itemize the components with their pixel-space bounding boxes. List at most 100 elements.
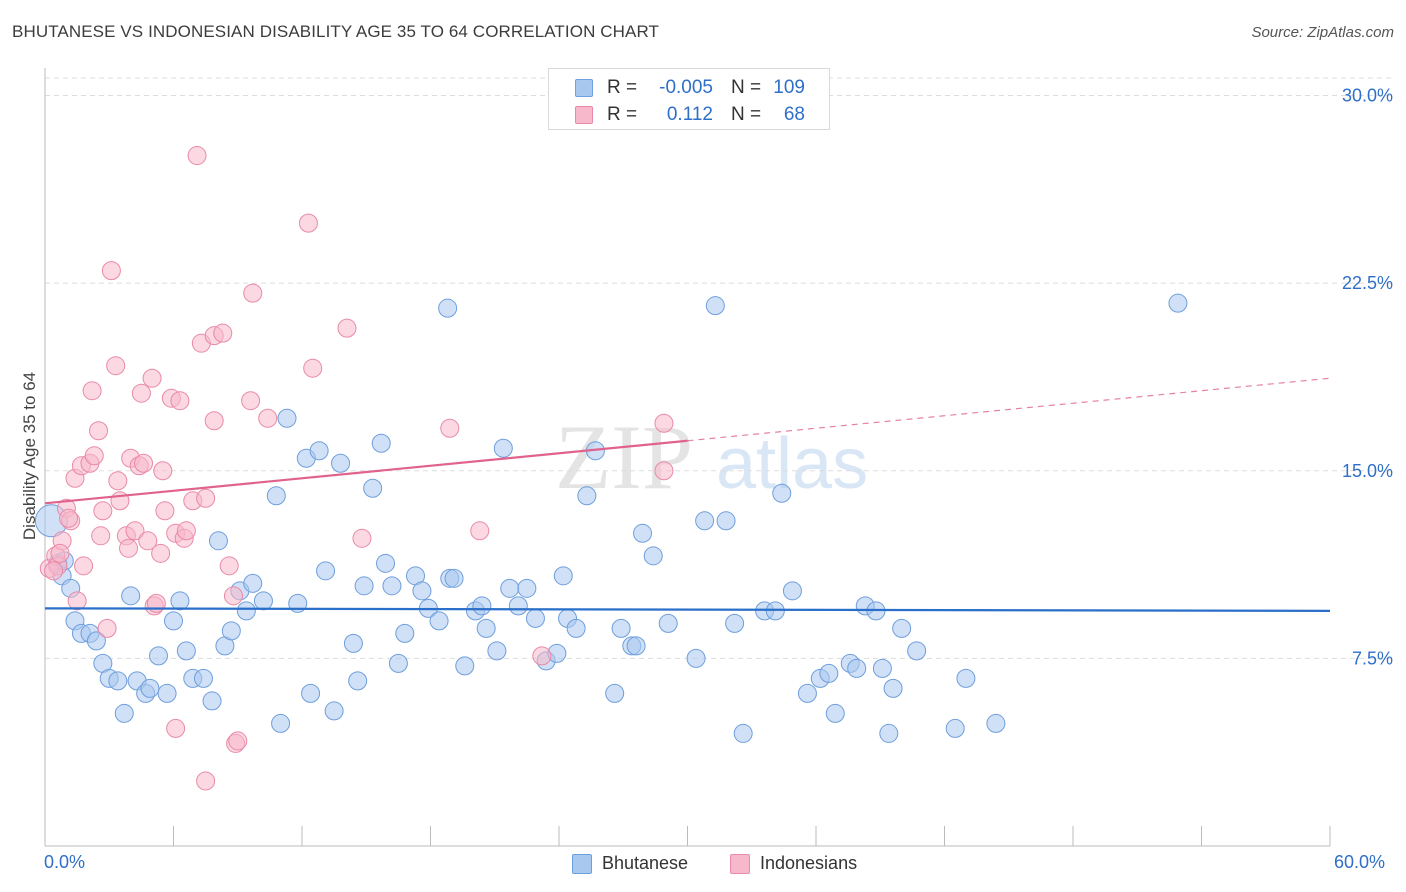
indonesian-swatch <box>730 854 750 874</box>
indonesian-point <box>337 318 357 338</box>
bhutanese-point <box>658 613 678 633</box>
indonesian-point <box>142 368 162 388</box>
indonesian-point <box>654 413 674 433</box>
bhutanese-point <box>705 296 725 316</box>
bhutanese-point <box>343 633 363 653</box>
indonesian-point <box>170 391 190 411</box>
bhutanese-point <box>879 723 899 743</box>
y-tick-label: 7.5% <box>1352 648 1393 668</box>
bhutanese-swatch <box>575 79 593 97</box>
bhutanese-point <box>309 441 329 461</box>
chart-title: BHUTANESE VS INDONESIAN DISABILITY AGE 3… <box>12 22 660 41</box>
bhutanese-point <box>363 478 383 498</box>
indonesian-point <box>50 543 70 563</box>
indonesian-point <box>470 521 490 541</box>
bhutanese-point <box>444 568 464 588</box>
bhutanese-point <box>487 641 507 661</box>
indonesian-point <box>241 391 261 411</box>
bhutanese-point <box>847 658 867 678</box>
bhutanese-point <box>611 618 631 638</box>
bhutanese-point <box>553 566 573 586</box>
trend-line-bhutanese <box>44 607 1331 612</box>
grid <box>45 77 1394 659</box>
x-tick-min: 0.0% <box>44 852 86 872</box>
bhutanese-point <box>301 683 321 703</box>
bhutanese-point <box>193 668 213 688</box>
bhutanese-point <box>986 713 1006 733</box>
bhutanese-point <box>797 683 817 703</box>
bhutanese-point <box>388 653 408 673</box>
indonesian-point <box>97 618 117 638</box>
indonesian-point <box>213 323 233 343</box>
bhutanese-point <box>945 718 965 738</box>
bhutanese-point <box>354 576 374 596</box>
bhutanese-point <box>883 678 903 698</box>
bhutanese-point <box>253 591 273 611</box>
indonesian-point <box>106 356 126 376</box>
indonesian-point <box>84 446 104 466</box>
r-label: R = <box>607 77 638 98</box>
bhutanese-point <box>725 613 745 633</box>
bhutanese-point <box>221 621 241 641</box>
x-tick-max: 60.0% <box>1334 852 1386 872</box>
bhutanese-point <box>455 656 475 676</box>
bhutanese-point <box>605 683 625 703</box>
indonesian-point <box>119 538 139 558</box>
bhutanese-point <box>236 601 256 621</box>
indonesian-point <box>532 646 552 666</box>
bhutanese-point <box>348 671 368 691</box>
bhutanese-point <box>525 608 545 628</box>
bhutanese-point <box>114 703 134 723</box>
bhutanese-point <box>733 723 753 743</box>
indonesian-point <box>134 453 154 473</box>
bhutanese-point <box>508 596 528 616</box>
indonesian-point <box>82 381 102 401</box>
bhutanese-point <box>643 546 663 566</box>
bhutanese-point <box>271 713 291 733</box>
bhutanese-point <box>500 578 520 598</box>
bhutanese-point <box>892 618 912 638</box>
indonesian-point <box>228 731 248 751</box>
bhutanese-point <box>176 641 196 661</box>
bhutanese-point <box>429 611 449 631</box>
legend-row-indonesians: R = 0.112 N = 68 <box>549 102 829 128</box>
n-value: 109 <box>773 77 805 98</box>
indonesian-point <box>654 461 674 481</box>
r-value: -0.005 <box>659 77 713 98</box>
bhutanese-point <box>164 611 183 631</box>
indonesian-point <box>108 471 128 491</box>
indonesian-point <box>44 561 64 581</box>
bhutanese-point <box>149 646 169 666</box>
indonesian-point <box>440 418 460 438</box>
bhutanese-point <box>266 486 286 506</box>
data-points <box>34 146 1188 791</box>
bhutanese-point <box>686 648 706 668</box>
indonesian-point <box>204 411 224 431</box>
indonesian-point <box>59 508 79 528</box>
y-tick-label: 15.0% <box>1342 461 1393 481</box>
bhutanese-point <box>633 523 653 543</box>
bhutanese-point <box>819 663 839 683</box>
indonesian-point <box>125 521 145 541</box>
indonesian-point <box>101 261 121 281</box>
watermark-atlas: atlas <box>716 424 868 504</box>
bhutanese-point <box>626 636 646 656</box>
n-label: N = <box>731 104 762 125</box>
r-label: R = <box>607 104 638 125</box>
bhutanese-point <box>202 691 222 711</box>
bhutanese-point <box>1168 293 1188 313</box>
indonesian-point <box>258 408 278 428</box>
bhutanese-point <box>108 671 128 691</box>
indonesian-point <box>89 421 109 441</box>
bhutanese-point <box>577 486 597 506</box>
indonesian-point <box>153 461 173 481</box>
indonesian-point <box>155 501 175 521</box>
bhutanese-point <box>566 618 586 638</box>
bhutanese-point <box>476 618 496 638</box>
indonesian-point <box>131 383 151 403</box>
bhutanese-point <box>716 511 736 531</box>
bhutanese-point <box>493 438 513 458</box>
bhutanese-point <box>872 658 892 678</box>
bhutanese-point <box>438 298 458 318</box>
indonesian-point <box>93 501 113 521</box>
